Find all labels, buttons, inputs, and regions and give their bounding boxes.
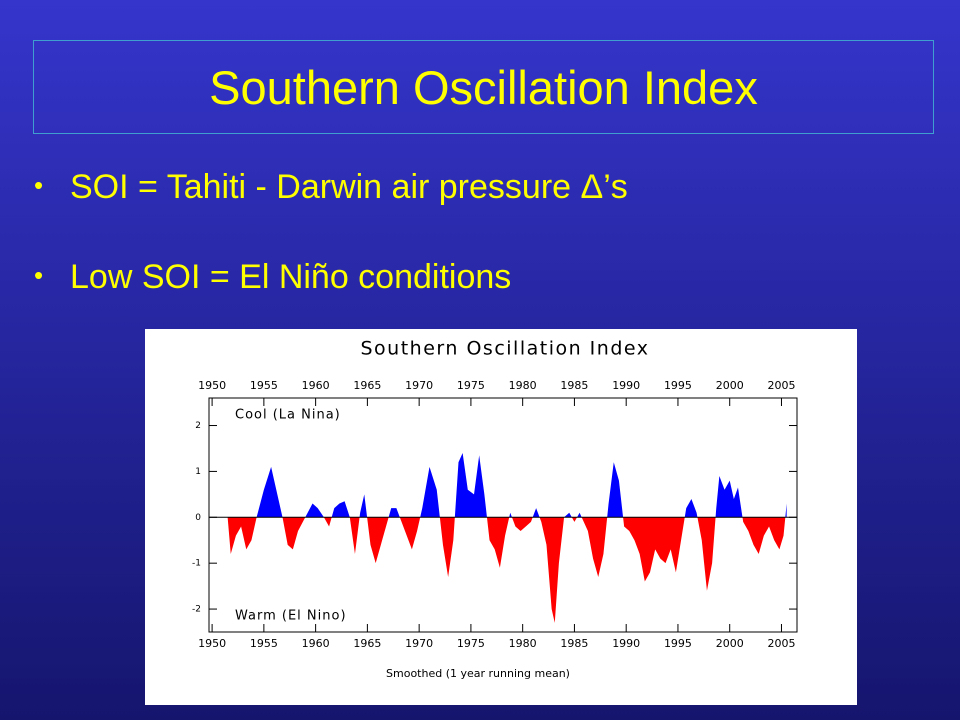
y-tick-label: -1 [192, 559, 201, 569]
x-tick-label: 1970 [405, 379, 433, 392]
annotation: Cool (La Nina) [235, 408, 341, 423]
x-tick-label: 1960 [302, 379, 330, 392]
x-tick-label: 1990 [612, 379, 640, 392]
x-tick-label: 1960 [302, 637, 330, 650]
x-tick-label: 1965 [353, 379, 381, 392]
x-tick-label: 1955 [250, 637, 278, 650]
y-tick-label: 2 [195, 421, 201, 431]
annotation: Warm (El Nino) [235, 609, 347, 624]
chart-title: Southern Oscillation Index [361, 338, 650, 360]
x-tick-label: 1965 [353, 637, 381, 650]
plot-frame [208, 397, 798, 633]
x-tick-label: 1955 [250, 379, 278, 392]
x-tick-label: 1985 [560, 379, 588, 392]
y-tick-label: 1 [195, 467, 201, 477]
x-tick-label: 1995 [664, 637, 692, 650]
x-tick-label: 1995 [664, 379, 692, 392]
bullet: Low SOI = El Niño conditions [34, 258, 511, 297]
area-negative [227, 517, 786, 623]
x-tick-label: 1975 [457, 637, 485, 650]
x-tick-label: 1950 [198, 637, 226, 650]
y-tick-label: 0 [195, 513, 201, 523]
x-tick-label: 1950 [198, 379, 226, 392]
x-tick-label: 2000 [716, 637, 744, 650]
slide-title: Southern Oscillation Index [33, 40, 934, 134]
x-axis-label: Smoothed (1 year running mean) [386, 667, 570, 680]
x-tick-label: 1970 [405, 637, 433, 650]
x-tick-label: 1980 [509, 637, 537, 650]
x-tick-label: 1975 [457, 379, 485, 392]
x-tick-label: 1980 [509, 379, 537, 392]
x-tick-label: 2005 [767, 379, 795, 392]
chart: Southern Oscillation Index Smoothed (1 y… [145, 329, 857, 705]
bullet: SOI = Tahiti - Darwin air pressure Δ’s [34, 168, 628, 207]
x-tick-label: 2005 [767, 637, 795, 650]
y-tick-label: -2 [192, 605, 201, 615]
x-tick-label: 2000 [716, 379, 744, 392]
area-positive [227, 453, 787, 518]
x-tick-label: 1985 [560, 637, 588, 650]
x-tick-label: 1990 [612, 637, 640, 650]
